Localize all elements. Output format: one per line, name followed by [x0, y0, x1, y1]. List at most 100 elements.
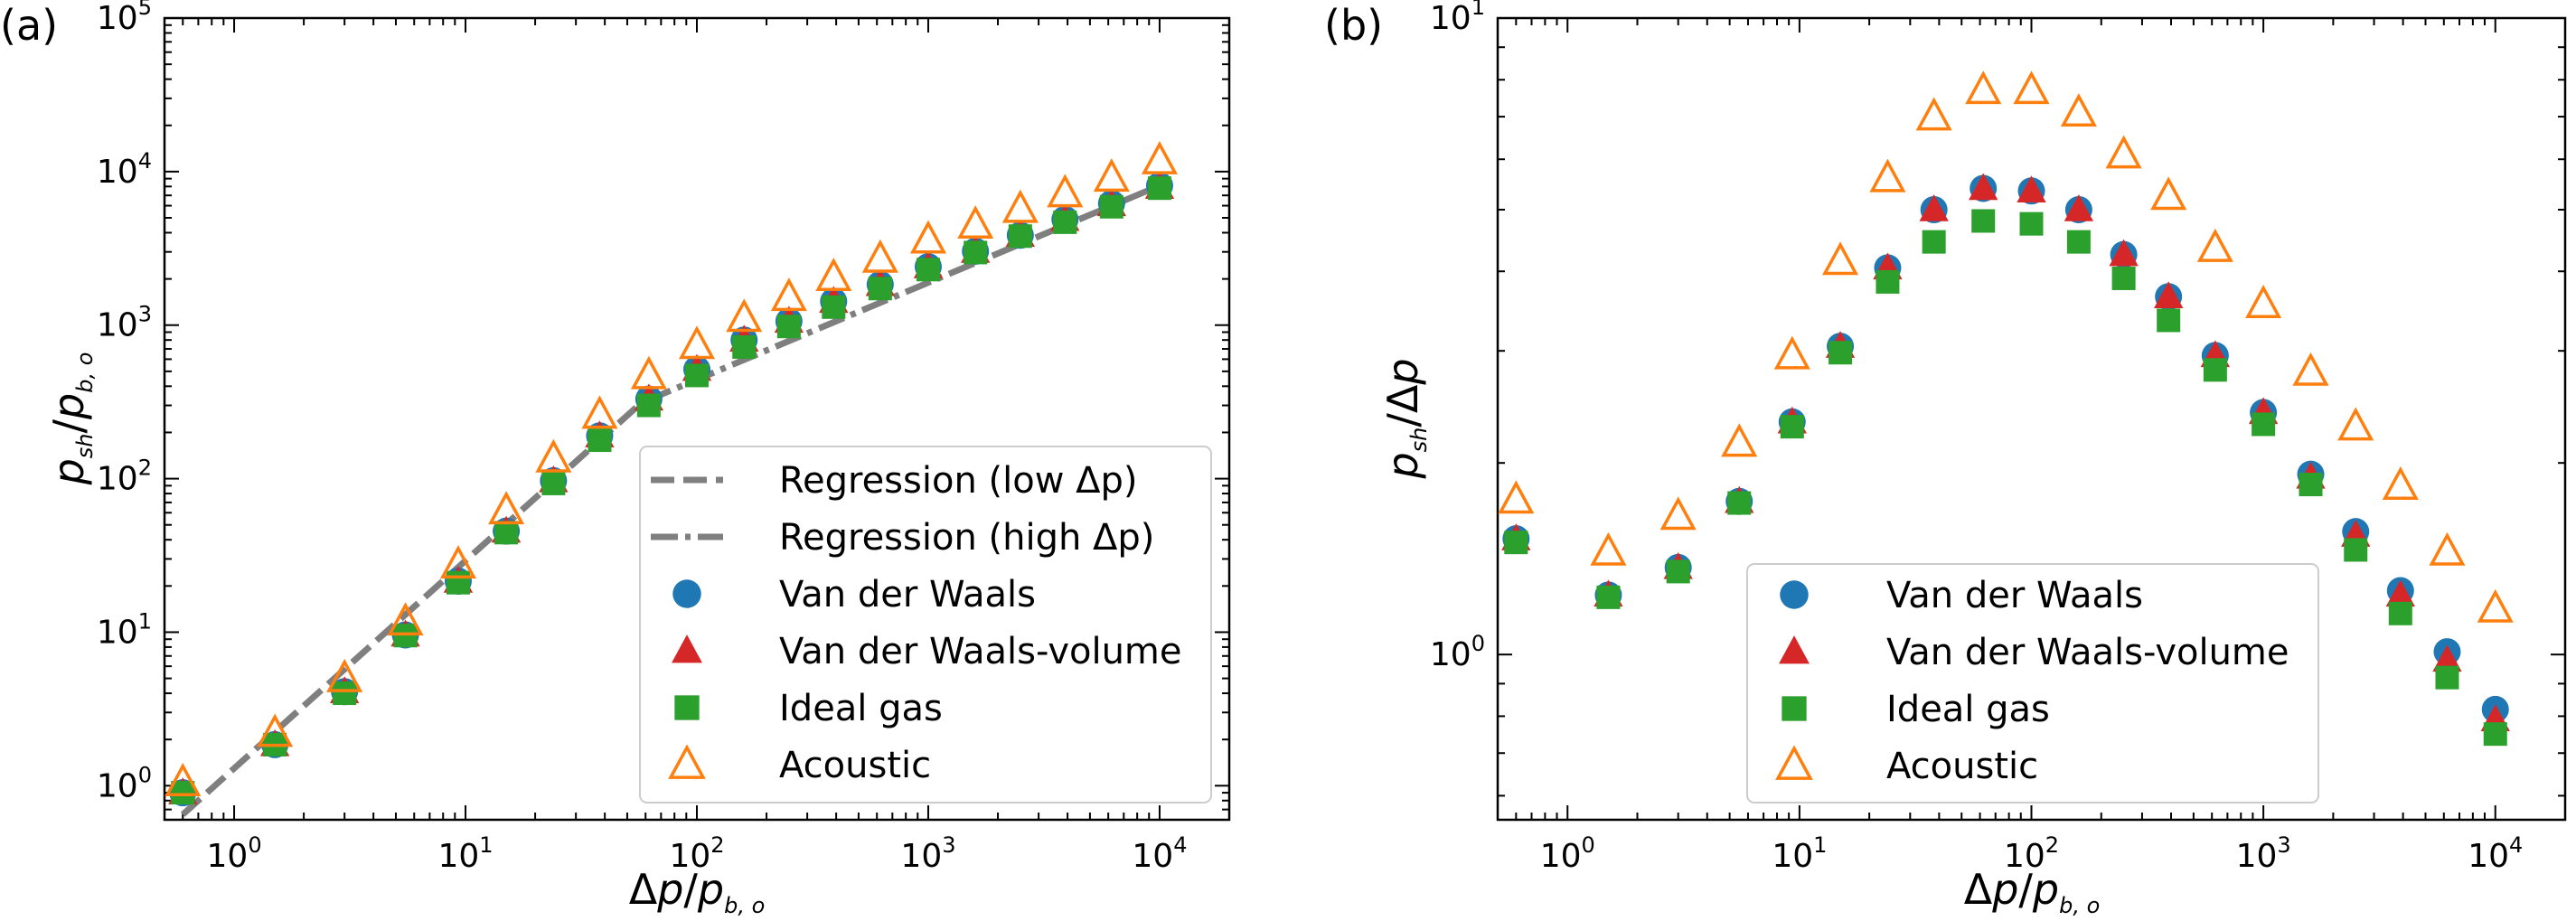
chart-a-point-open-triangle — [909, 220, 947, 254]
chart-a: 100 101 102 103 104 100 101 102 103 104 105 Δp/pb,… — [44, 0, 1231, 918]
chart-b-point-square — [1666, 559, 1690, 584]
chart-a-point-square — [1099, 194, 1123, 219]
chart-a-point-square — [776, 315, 801, 339]
chart-a-point-open-triangle — [581, 395, 618, 429]
chart-a-tick-labels: 100 101 102 103 104 100 101 102 103 104 105 — [97, 0, 1188, 875]
chart-b-ylabel: psh/Δp — [1378, 358, 1432, 479]
chart-a-point-square — [541, 471, 566, 495]
chart-a-point-open-triangle — [770, 277, 807, 312]
chart-a-point-open-triangle — [815, 258, 852, 292]
chart-a-point-open-triangle — [678, 325, 716, 360]
chart-b-point-square — [2299, 473, 2323, 497]
chart-a-point-square — [588, 428, 612, 453]
chart-a-point-open-triangle — [439, 545, 477, 579]
chart-b-point-square — [2203, 358, 2227, 382]
chart-a-point-square — [732, 334, 757, 359]
legend-marker-square — [674, 695, 700, 720]
chart-b: 100 101 102 103 104 100 101 Δp/pb, o psh/Δp Va… — [1378, 0, 2567, 918]
chart-a-ytick-label: 103 — [97, 302, 152, 344]
chart-b-point-square — [2435, 665, 2459, 690]
chart-a-point-open-triangle — [165, 763, 202, 796]
chart-b-point-open-triangle — [1721, 423, 1758, 457]
chart-b-point-open-triangle — [2060, 93, 2097, 127]
chart-a-ticks — [164, 17, 1230, 821]
legend-label: Regression (high Δp) — [779, 517, 1154, 559]
chart-a-point-square — [685, 363, 709, 388]
chart-a-xtick-label: 102 — [669, 832, 724, 875]
legend-label: Van der Waals-volume — [1886, 632, 2289, 673]
chart-b-point-triangle — [2064, 193, 2094, 221]
legend-marker-circle — [672, 579, 701, 608]
chart-b-ytick-label: 100 — [1430, 631, 1485, 673]
legend-marker-triangle — [672, 634, 702, 663]
legend-symbol — [1782, 696, 1807, 721]
chart-b-point-triangle — [2109, 239, 2139, 267]
chart-a-point-open-triangle — [1001, 189, 1039, 223]
legend-label: Acoustic — [1886, 746, 2038, 787]
chart-a-point-square — [1053, 210, 1077, 234]
chart-b-point-open-triangle — [1965, 70, 2002, 105]
legend-label: Regression (low Δp) — [779, 460, 1137, 502]
chart-b-point-square — [2066, 230, 2091, 254]
legend-symbol — [672, 579, 701, 608]
chart-b-point-square — [1876, 269, 1900, 294]
chart-a-point-square — [171, 781, 195, 805]
chart-a-point-open-triangle — [630, 355, 667, 390]
chart-a-point-square — [868, 277, 892, 301]
chart-a-point-open-triangle — [1047, 174, 1084, 208]
chart-b-xtick-label: 101 — [1772, 832, 1827, 875]
chart-b-point-triangle — [1919, 193, 1949, 221]
legend-label: Van der Waals — [779, 574, 1036, 616]
chart-a-point-open-triangle — [726, 298, 763, 333]
chart-b-point-square — [2252, 412, 2276, 437]
chart-b-point-open-triangle — [2429, 531, 2466, 566]
chart-a-ytick-label: 105 — [97, 0, 152, 37]
chart-b-point-square — [1727, 491, 1752, 515]
chart-b-point-open-triangle — [1659, 496, 1697, 531]
chart-a-point-square — [333, 681, 357, 706]
chart-b-point-open-triangle — [1869, 158, 1906, 193]
chart-a-point-open-triangle — [1093, 158, 1130, 193]
chart-b-xtick-label: 100 — [1540, 832, 1595, 875]
chart-b-point-square — [2019, 211, 2044, 236]
legend-marker-square — [1782, 696, 1807, 721]
legend-label: Ideal gas — [779, 688, 943, 729]
chart-b-point-triangle — [2154, 281, 2184, 308]
chart-b-point-open-triangle — [2382, 466, 2419, 500]
chart-b-xtick-label: 102 — [2004, 832, 2059, 875]
legend-marker-open-triangle — [1775, 745, 1813, 780]
chart-b-point-open-triangle — [2105, 135, 2142, 169]
chart-b-point-open-triangle — [2196, 228, 2233, 262]
legend-label: Ideal gas — [1886, 689, 2050, 730]
chart-b-point-square — [2157, 308, 2181, 333]
legend-marker-circle — [1780, 580, 1809, 609]
chart-a-ytick-label: 101 — [97, 608, 152, 651]
panel-b-label: (b) — [1324, 1, 1383, 50]
chart-a-point-open-triangle — [861, 239, 898, 273]
chart-b-point-square — [1504, 531, 1528, 555]
legend-symbol — [1779, 635, 1810, 664]
legend-symbol — [674, 695, 700, 720]
chart-a-ytick-label: 100 — [97, 762, 152, 804]
chart-b-point-open-triangle — [2150, 176, 2187, 211]
chart-b-ytick-label: 101 — [1430, 0, 1485, 37]
chart-a-point-square — [1147, 176, 1171, 201]
chart-b-point-square — [2388, 601, 2412, 625]
legend-symbol — [672, 634, 702, 663]
chart-a-xlabel: Δp/pb, o — [629, 865, 766, 918]
chart-b-point-triangle — [2432, 644, 2462, 672]
chart-b-point-triangle — [2385, 579, 2415, 607]
chart-a-point-square — [916, 258, 940, 282]
chart-a-point-square — [822, 295, 846, 319]
legend-label: Van der Waals — [1886, 575, 2143, 616]
chart-a-point-square — [1008, 224, 1032, 249]
chart-a-point-open-triangle — [326, 658, 363, 692]
chart-a-xtick-label: 100 — [207, 832, 262, 875]
chart-b-point-triangle — [1969, 173, 1998, 201]
chart-a-points — [165, 140, 1178, 807]
chart-b-point-square — [1829, 341, 1853, 365]
chart-a-point-square — [636, 393, 661, 418]
chart-b-point-square — [1596, 585, 1621, 609]
legend-marker-open-triangle — [668, 744, 706, 779]
chart-a-xtick-label: 104 — [1132, 832, 1187, 875]
